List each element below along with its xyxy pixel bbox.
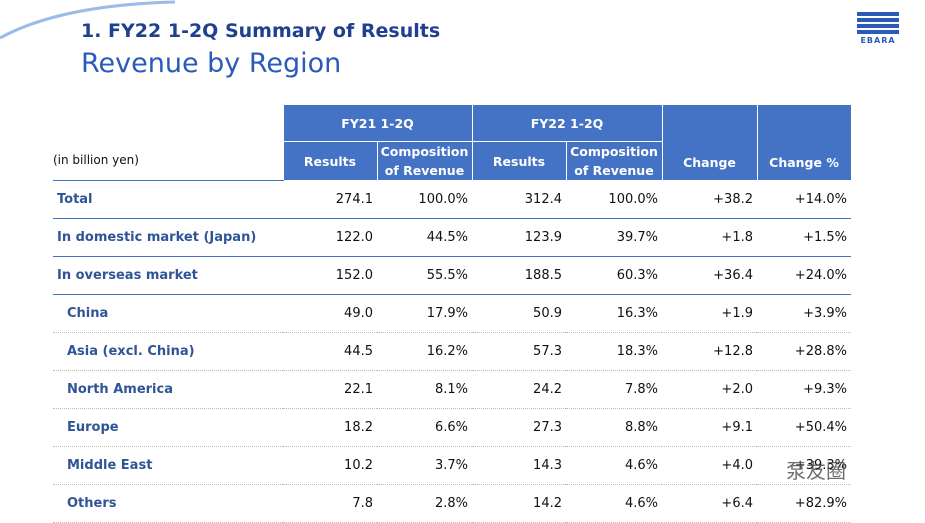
cell: 7.8% [566,370,662,409]
cell: 16.3% [566,294,662,333]
cell: +39.3% [757,446,851,485]
table-row: In overseas market 152.0 55.5% 188.5 60.3% +3… [53,256,851,295]
column-header: Change [661,104,758,181]
column-header: Change % [756,104,852,181]
column-header: Results [282,141,378,181]
cell: +1.9 [662,294,757,333]
cell: 152.0 [283,256,377,295]
row-label: Middle East [53,446,283,485]
cell: 14.3 [472,446,566,485]
cell: 7.8 [283,484,377,523]
cell: +82.9% [757,484,851,523]
title: 1. FY22 1-2Q Summary of Results [81,20,441,42]
logo: EBARA [857,12,899,45]
cell: 8.8% [566,408,662,447]
subtitle: Revenue by Region [81,48,342,79]
cell: +1.8 [662,218,757,257]
cell: +28.8% [757,332,851,371]
column-header: Composition of Revenue [565,141,663,181]
cell: 16.2% [377,332,472,371]
table-row: In domestic market (Japan) 122.0 44.5% 123.… [53,218,851,257]
cell: 17.9% [377,294,472,333]
cell: +9.1 [662,408,757,447]
cell: 2.8% [377,484,472,523]
row-label: Others [53,484,283,523]
cell: 4.6% [566,484,662,523]
page: 1. FY22 1-2Q Summary of Results Revenue … [0,0,899,523]
header-text: Results [303,153,357,169]
cell: 6.6% [377,408,472,447]
cell: +12.8 [662,332,757,371]
cell: 27.3 [472,408,566,447]
cell: +50.4% [757,408,851,447]
cell: 22.1 [283,370,377,409]
header-text: of Revenue [574,163,654,178]
row-label: Europe [53,408,283,447]
cell: 60.3% [566,256,662,295]
cell: 8.1% [377,370,472,409]
table-row: China 49.0 17.9% 50.9 16.3% +1.9 +3.9% [53,294,851,333]
cell: +6.4 [662,484,757,523]
unit: (in billion yen) [53,104,283,181]
cell: 57.3 [472,332,566,371]
group-header: FY22 1-2Q [471,104,663,142]
cell: +14.0% [757,180,851,219]
cell: 18.2 [283,408,377,447]
cell: 10.2 [283,446,377,485]
cell: 123.9 [472,218,566,257]
cell: 274.1 [283,180,377,219]
table-row: Middle East 10.2 3.7% 14.3 4.6% +4.0 +39.3% [53,446,851,485]
cell: 312.4 [472,180,566,219]
cell: +24.0% [757,256,851,295]
logo-text: EBARA [860,36,896,45]
header-text: of Revenue [384,163,465,178]
cell: +1.5% [757,218,851,257]
cell: 100.0% [566,180,662,219]
cell: 122.0 [283,218,377,257]
row-label: In domestic market (Japan) [53,218,283,257]
cell: +38.2 [662,180,757,219]
cell: 44.5 [283,332,377,371]
header-text: Composition [570,144,658,159]
cell: 4.6% [566,446,662,485]
column-header: Composition of Revenue [376,141,473,181]
cell: +3.9% [757,294,851,333]
watermark: 泵友圈 [786,459,846,483]
table-row: Others 7.8 2.8% 14.2 4.6% +6.4 +82.9% [53,484,851,523]
row-label: China [53,294,283,333]
cell: 18.3% [566,332,662,371]
cell: 44.5% [377,218,472,257]
cell: 50.9 [472,294,566,333]
revenue-table: (in billion yen) FY21 1-2Q FY22 1-2Q Cha… [53,104,852,523]
cell: +36.4 [662,256,757,295]
header-text: Composition [380,144,469,159]
cell: 49.0 [283,294,377,333]
row-label: Asia (excl. China) [53,332,283,371]
cell: 24.2 [472,370,566,409]
cell: +9.3% [757,370,851,409]
row-label: In overseas market [53,256,283,295]
cell: 100.0% [377,180,472,219]
table-row: North America 22.1 8.1% 24.2 7.8% +2.0 +9.3% [53,370,851,409]
column-header: Results [471,141,567,181]
row-label: Total [53,180,283,219]
cell: 188.5 [472,256,566,295]
cell: +4.0 [662,446,757,485]
cell: 39.7% [566,218,662,257]
cell: 14.2 [472,484,566,523]
header-text: Results [492,153,546,169]
decor-arc [0,0,176,40]
row-label: North America [53,370,283,409]
table-row: Europe 18.2 6.6% 27.3 8.8% +9.1 +50.4% [53,408,851,447]
cell: 55.5% [377,256,472,295]
cell: +2.0 [662,370,757,409]
group-header: FY21 1-2Q [282,104,473,142]
cell: 3.7% [377,446,472,485]
table-row: Total 274.1 100.0% 312.4 100.0% +38.2 +14.0% [53,180,851,219]
table-row: Asia (excl. China) 44.5 16.2% 57.3 18.3% +12.… [53,332,851,371]
